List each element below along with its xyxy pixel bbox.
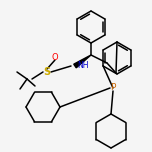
Text: NH: NH <box>77 62 88 71</box>
Text: S: S <box>43 67 51 77</box>
Polygon shape <box>74 55 91 68</box>
Text: P: P <box>110 83 116 93</box>
Text: O: O <box>52 52 58 62</box>
